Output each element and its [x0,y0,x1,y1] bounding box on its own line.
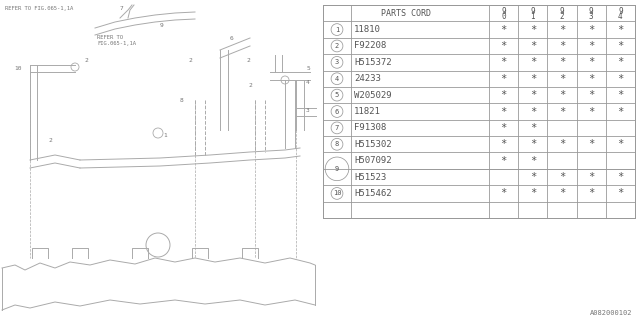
Text: 9: 9 [618,7,623,16]
Text: 2: 2 [246,58,250,62]
Text: 24233: 24233 [354,74,381,83]
Text: 7: 7 [335,125,339,131]
Text: *: * [559,188,565,198]
Text: 1: 1 [531,12,535,21]
Text: *: * [500,90,507,100]
Text: 9: 9 [335,166,339,172]
Text: *: * [559,172,565,182]
Text: F92208: F92208 [354,42,387,51]
Text: *: * [500,123,507,133]
Text: *: * [559,74,565,84]
Text: 6: 6 [230,36,234,41]
Text: *: * [588,107,595,116]
Text: H51523: H51523 [354,172,387,181]
Text: *: * [617,107,623,116]
Text: REFER TO
FIG.065-1,1A: REFER TO FIG.065-1,1A [97,35,136,46]
Text: *: * [559,90,565,100]
Text: *: * [500,57,507,67]
Text: 2: 2 [560,12,564,21]
Text: H507092: H507092 [354,156,392,165]
Text: 5: 5 [306,66,310,70]
Text: *: * [588,74,595,84]
Text: *: * [617,188,623,198]
Text: 6: 6 [335,108,339,115]
Text: H515372: H515372 [354,58,392,67]
Text: *: * [559,139,565,149]
Text: *: * [500,74,507,84]
Text: 4: 4 [335,76,339,82]
Text: *: * [617,74,623,84]
Text: 2: 2 [335,43,339,49]
Text: *: * [559,25,565,35]
Text: *: * [530,25,536,35]
Text: *: * [588,25,595,35]
Text: *: * [559,107,565,116]
Text: *: * [617,139,623,149]
Text: 11821: 11821 [354,107,381,116]
Text: 10: 10 [333,190,341,196]
Text: 11810: 11810 [354,25,381,34]
Text: 7: 7 [120,5,124,11]
Text: *: * [530,156,536,166]
Text: 4: 4 [306,79,310,84]
Text: *: * [500,107,507,116]
Text: H515302: H515302 [354,140,392,149]
Text: *: * [530,139,536,149]
Text: 3: 3 [306,108,310,113]
Text: *: * [588,57,595,67]
Text: *: * [530,41,536,51]
Text: 5: 5 [335,92,339,98]
Text: *: * [530,57,536,67]
Text: *: * [617,90,623,100]
Text: REFER TO FIG.065-1,1A: REFER TO FIG.065-1,1A [5,6,73,11]
Text: *: * [530,188,536,198]
Text: 0: 0 [501,12,506,21]
Text: *: * [500,25,507,35]
Text: 1: 1 [163,132,167,138]
Text: *: * [617,172,623,182]
Text: *: * [530,74,536,84]
Text: PARTS CORD: PARTS CORD [381,9,431,18]
Text: 3: 3 [589,12,593,21]
Text: A082000102: A082000102 [589,310,632,316]
Text: *: * [500,41,507,51]
Text: F91308: F91308 [354,124,387,132]
Text: *: * [588,139,595,149]
Text: *: * [530,172,536,182]
Text: H515462: H515462 [354,189,392,198]
Text: 9: 9 [160,22,164,28]
Text: 4: 4 [618,12,623,21]
Text: *: * [617,57,623,67]
Text: *: * [530,123,536,133]
Text: 9: 9 [501,7,506,16]
Text: *: * [617,25,623,35]
Text: 9: 9 [531,7,535,16]
Text: 9: 9 [589,7,593,16]
Text: *: * [588,41,595,51]
Text: 2: 2 [48,138,52,142]
Bar [323,5,635,218]
Text: 8: 8 [180,98,184,102]
Text: 9: 9 [560,7,564,16]
Text: *: * [588,188,595,198]
Text: *: * [500,188,507,198]
Text: *: * [530,90,536,100]
Text: *: * [559,41,565,51]
Text: 3: 3 [335,59,339,65]
Text: *: * [588,90,595,100]
Text: 10: 10 [14,66,22,70]
Text: *: * [588,172,595,182]
Text: 2: 2 [84,58,88,62]
Text: 1: 1 [335,27,339,33]
Text: *: * [617,41,623,51]
Text: *: * [500,156,507,166]
Text: 2: 2 [188,58,192,62]
Text: W205029: W205029 [354,91,392,100]
Text: 8: 8 [335,141,339,147]
Text: 2: 2 [248,83,252,87]
Text: *: * [500,139,507,149]
Text: *: * [530,107,536,116]
Text: *: * [559,57,565,67]
